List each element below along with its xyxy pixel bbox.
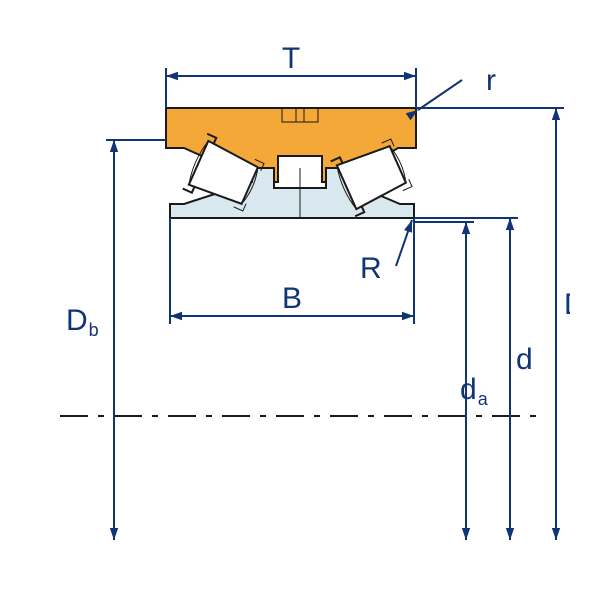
label-R: R: [360, 252, 382, 285]
label-da: d: [460, 373, 477, 406]
label-Db-sub: b: [89, 320, 99, 340]
label-D: D: [564, 288, 586, 321]
label-r: r: [486, 64, 496, 97]
label-T: T: [282, 42, 300, 75]
label-d: d: [516, 343, 533, 376]
label-da-sub: a: [478, 389, 489, 409]
label-Db: D: [66, 304, 88, 337]
label-B: B: [282, 282, 302, 315]
